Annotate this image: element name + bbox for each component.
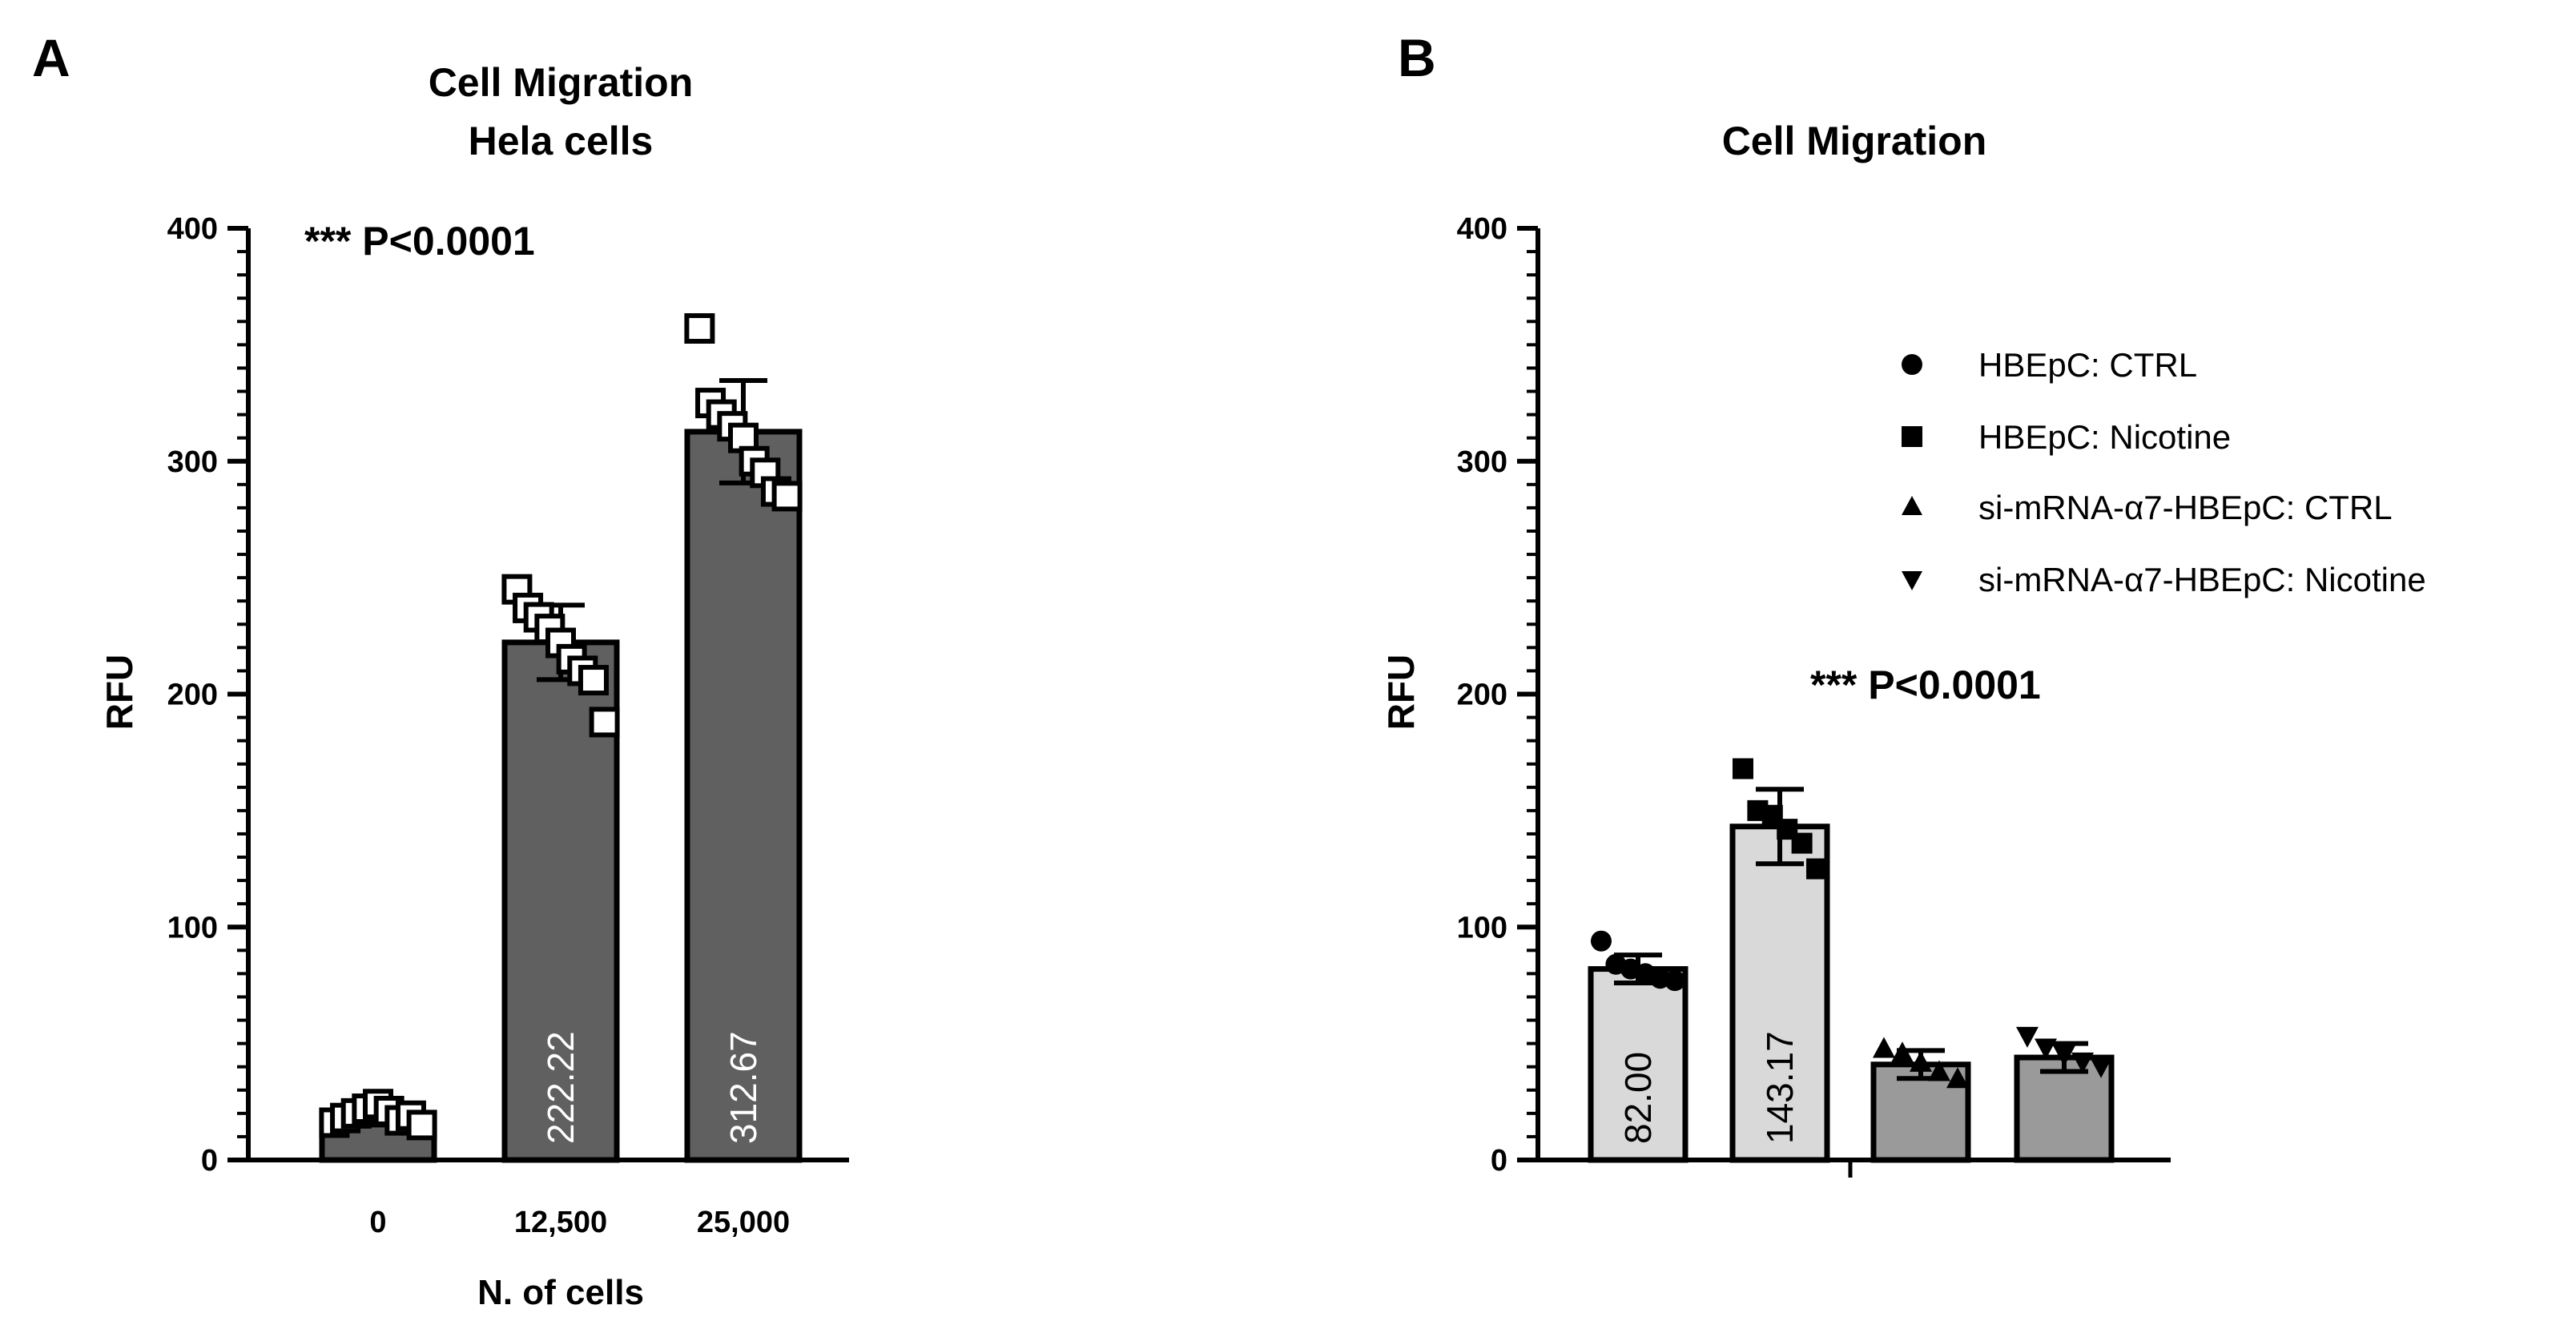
- panel-a-x-axis-label: N. of cells: [477, 1273, 644, 1312]
- y-tick-label: 0: [1491, 1144, 1507, 1178]
- data-point-hbepc-nicotine: [1791, 832, 1813, 854]
- x-tick-label-25-000: 25,000: [697, 1206, 790, 1239]
- data-point-hbepc-ctrl: [1664, 970, 1686, 992]
- panel-b-plot: 0 100 200 300 400 82.00 143.17: [1457, 212, 2171, 1178]
- legend-circle-marker: [1902, 354, 1922, 375]
- panel-b-letter: B: [1398, 28, 1436, 87]
- y-tick-label: 400: [167, 212, 218, 246]
- data-point-si-mrna-7-hbepc-nicotine: [2015, 1026, 2039, 1048]
- panel-a-title-line2: Hela cells: [469, 119, 654, 163]
- y-tick-label: 0: [201, 1144, 218, 1178]
- data-point-hbepc-nicotine: [1806, 858, 1828, 880]
- panel-b-y-axis-label: RFU: [1380, 654, 1422, 731]
- bar-value-label-hbepc-nicotine: 143.17: [1759, 1031, 1801, 1144]
- legend-item-si-ctrl: si-mRNA-α7-HBEpC: CTRL: [1902, 489, 2393, 526]
- data-point-12-500: [578, 665, 609, 696]
- y-tick-label: 200: [1457, 679, 1507, 712]
- data-point-si-mrna-7-hbepc-ctrl: [1890, 1041, 1914, 1063]
- legend-square-marker: [1902, 426, 1922, 447]
- legend-label: HBEpC: CTRL: [1978, 346, 2197, 384]
- data-point-12-500: [589, 707, 620, 738]
- panel-a-y-axis-label: RFU: [99, 654, 140, 731]
- legend-label: si-mRNA-α7-HBEpC: CTRL: [1978, 489, 2393, 526]
- legend-label: si-mRNA-α7-HBEpC: Nicotine: [1978, 561, 2426, 598]
- panel-a-significance: *** P<0.0001: [304, 219, 535, 264]
- panel-a-plot: 0 100 200 300 400 0 222.22 12,500 312.67 25,000: [167, 212, 849, 1239]
- bar-hbepc-ctrl: [1588, 966, 1688, 1163]
- panel-a-letter: A: [32, 28, 70, 87]
- y-tick-label: 100: [167, 911, 218, 944]
- bar-value-label-25-000: 312.67: [722, 1031, 764, 1144]
- data-point-si-mrna-7-hbepc-nicotine: [2034, 1038, 2057, 1060]
- panel-b-significance: *** P<0.0001: [1810, 662, 2041, 707]
- data-point-si-mrna-7-hbepc-ctrl: [1872, 1037, 1895, 1058]
- legend-item-hbepc-nicotine: HBEpC: Nicotine: [1902, 418, 2231, 456]
- data-point-si-mrna-7-hbepc-ctrl: [1910, 1050, 1932, 1072]
- y-tick-label: 200: [167, 679, 218, 712]
- x-tick-label-0: 0: [369, 1206, 386, 1239]
- bar-25-000: [684, 429, 803, 1163]
- legend-triangle-up-marker: [1902, 496, 1922, 515]
- data-point-si-mrna-7-hbepc-ctrl: [1928, 1060, 1951, 1081]
- data-point-0: [406, 1110, 437, 1141]
- legend-item-si-nicotine: si-mRNA-α7-HBEpC: Nicotine: [1902, 561, 2426, 598]
- y-tick-label: 400: [1457, 212, 1507, 246]
- panel-b-legend: HBEpC: CTRL HBEpC: Nicotine si-mRNA-α7-H…: [1902, 346, 2426, 598]
- data-point-si-mrna-7-hbepc-nicotine: [2071, 1052, 2095, 1073]
- data-point-si-mrna-7-hbepc-nicotine: [2090, 1057, 2113, 1078]
- data-point-hbepc-ctrl: [1590, 930, 1612, 952]
- data-point-si-mrna-7-hbepc-ctrl: [1946, 1067, 1970, 1089]
- legend-triangle-down-marker: [1902, 571, 1922, 590]
- y-tick-label: 100: [1457, 911, 1507, 944]
- legend-item-hbepc-ctrl: HBEpC: CTRL: [1902, 346, 2197, 384]
- x-tick-label-12-500: 12,500: [514, 1206, 607, 1239]
- y-tick-label: 300: [1457, 445, 1507, 479]
- data-point-si-mrna-7-hbepc-nicotine: [2053, 1045, 2075, 1067]
- bar-value-label-12-500: 222.22: [540, 1031, 582, 1144]
- data-point-25-000: [771, 481, 803, 512]
- y-tick-label: 300: [167, 445, 218, 479]
- panel-a-title-line1: Cell Migration: [429, 60, 694, 105]
- data-point-25-000: [684, 313, 715, 344]
- legend-label: HBEpC: Nicotine: [1978, 418, 2231, 456]
- bar-value-label-hbepc-ctrl: 82.00: [1617, 1052, 1659, 1144]
- panel-b-title: Cell Migration: [1722, 119, 1987, 163]
- data-point-hbepc-nicotine: [1732, 758, 1753, 779]
- bar-si-mrna-7-hbepc-nicotine: [2014, 1054, 2115, 1163]
